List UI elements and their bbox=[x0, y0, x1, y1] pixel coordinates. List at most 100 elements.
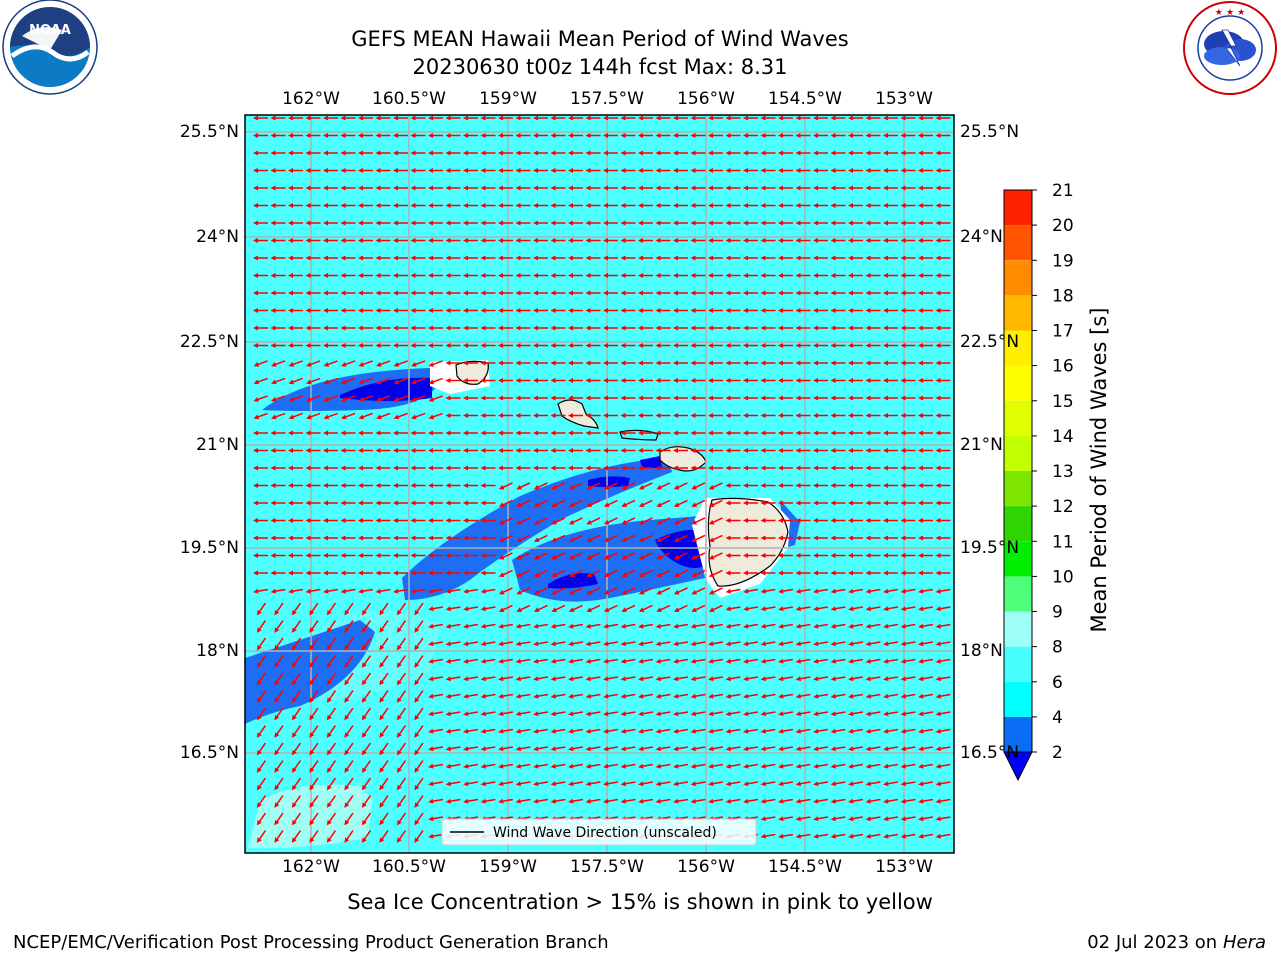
wind-wave-arrow bbox=[568, 499, 583, 507]
wind-wave-arrow bbox=[743, 203, 758, 208]
wind-wave-arrow bbox=[326, 707, 337, 721]
wind-wave-arrow bbox=[691, 569, 706, 577]
wind-wave-arrow bbox=[291, 602, 302, 616]
wind-wave-arrow bbox=[795, 325, 811, 331]
wind-wave-arrow bbox=[393, 588, 409, 594]
wind-wave-arrow bbox=[309, 725, 319, 738]
wind-wave-arrow bbox=[288, 273, 303, 278]
wind-wave-arrow bbox=[603, 290, 618, 296]
wind-wave-arrow bbox=[585, 623, 601, 629]
wind-wave-arrow bbox=[358, 115, 373, 121]
colorbar-segment bbox=[1004, 681, 1032, 717]
wind-wave-arrow bbox=[691, 534, 706, 542]
wind-wave-arrow bbox=[620, 255, 636, 261]
wind-wave-arrow bbox=[690, 115, 706, 121]
wind-wave-arrow bbox=[638, 693, 654, 699]
colorbar-tick-label: 9 bbox=[1052, 603, 1063, 623]
wind-wave-arrow bbox=[813, 658, 829, 664]
wind-wave-arrow bbox=[274, 637, 284, 651]
wind-wave-arrow bbox=[533, 448, 548, 453]
wind-wave-arrow bbox=[411, 377, 426, 385]
wind-wave-arrow bbox=[760, 133, 776, 138]
wind-wave-arrow bbox=[256, 725, 267, 738]
wind-wave-arrow bbox=[673, 308, 688, 313]
wind-wave-arrow bbox=[568, 781, 584, 787]
wind-wave-arrow bbox=[655, 185, 671, 191]
wind-wave-arrow bbox=[379, 690, 389, 703]
wind-wave-arrow bbox=[274, 777, 284, 791]
wind-wave-arrow bbox=[396, 777, 407, 791]
wind-wave-arrow bbox=[795, 553, 811, 558]
wind-wave-arrow bbox=[900, 255, 916, 261]
colorbar-segment bbox=[1004, 646, 1032, 682]
wind-wave-arrow bbox=[743, 413, 758, 418]
wind-wave-arrow bbox=[480, 325, 496, 331]
wind-wave-arrow bbox=[848, 133, 863, 138]
wind-wave-arrow bbox=[341, 412, 356, 420]
wind-wave-arrow bbox=[358, 412, 373, 420]
wind-wave-arrow bbox=[778, 238, 793, 243]
wind-wave-arrow bbox=[743, 641, 759, 647]
wind-wave-arrow bbox=[638, 711, 654, 717]
wind-wave-arrow bbox=[270, 290, 286, 296]
wind-wave-arrow bbox=[533, 220, 548, 226]
wind-wave-arrow bbox=[358, 518, 373, 523]
wind-wave-arrow bbox=[344, 637, 354, 651]
wind-wave-arrow bbox=[603, 693, 619, 699]
wind-wave-arrow bbox=[848, 255, 863, 261]
wind-wave-arrow bbox=[760, 623, 776, 629]
wind-wave-arrow bbox=[270, 150, 286, 156]
wind-wave-arrow bbox=[638, 343, 653, 348]
wind-wave-arrow bbox=[743, 798, 759, 804]
wind-wave-arrow bbox=[760, 273, 776, 278]
wind-wave-arrow bbox=[533, 325, 548, 331]
wind-wave-arrow bbox=[305, 500, 321, 506]
wind-wave-arrow bbox=[305, 168, 321, 173]
lon-tick-top: 154.5°W bbox=[768, 89, 842, 109]
wind-wave-arrow bbox=[288, 133, 303, 138]
lat-tick-left: 19.5°N bbox=[179, 538, 239, 558]
wind-wave-arrow bbox=[883, 115, 898, 121]
wind-wave-arrow bbox=[358, 500, 373, 506]
wind-wave-arrow bbox=[274, 742, 284, 756]
wind-wave-arrow bbox=[743, 308, 758, 313]
wind-wave-arrow bbox=[410, 273, 426, 278]
wind-wave-arrow bbox=[900, 833, 916, 839]
wind-wave-arrow bbox=[655, 255, 671, 261]
wind-wave-arrow bbox=[795, 500, 811, 506]
wind-wave-arrow bbox=[655, 290, 671, 296]
wind-wave-arrow bbox=[795, 781, 811, 787]
wind-wave-arrow bbox=[516, 534, 531, 542]
wind-wave-arrow bbox=[638, 499, 653, 507]
wind-wave-arrow bbox=[463, 413, 478, 418]
wind-wave-arrow bbox=[305, 255, 321, 261]
wind-wave-arrow bbox=[865, 588, 881, 594]
wind-wave-arrow bbox=[655, 238, 671, 243]
wind-wave-arrow bbox=[690, 360, 706, 366]
wind-wave-arrow bbox=[340, 535, 356, 541]
wind-wave-arrow bbox=[760, 746, 776, 752]
wind-wave-arrow bbox=[516, 482, 531, 490]
wind-wave-arrow bbox=[515, 115, 531, 121]
wind-wave-arrow bbox=[393, 360, 408, 367]
wind-wave-arrow bbox=[256, 655, 267, 668]
wind-wave-arrow bbox=[813, 641, 829, 647]
wind-wave-arrow bbox=[760, 535, 776, 541]
wind-wave-arrow bbox=[463, 711, 479, 717]
wind-wave-arrow bbox=[690, 185, 706, 191]
wind-wave-arrow bbox=[638, 203, 653, 208]
wind-wave-arrow bbox=[935, 483, 951, 488]
wind-wave-arrow bbox=[778, 833, 794, 839]
wind-wave-arrow bbox=[253, 377, 268, 385]
wind-wave-arrow bbox=[883, 360, 898, 366]
wind-wave-arrow bbox=[270, 220, 286, 226]
wind-wave-arrow bbox=[813, 676, 829, 682]
wind-wave-arrow bbox=[620, 448, 636, 453]
wind-wave-arrow bbox=[256, 830, 267, 843]
wind-wave-arrow bbox=[603, 569, 618, 577]
wind-wave-arrow bbox=[515, 728, 531, 734]
wind-wave-arrow bbox=[795, 255, 811, 261]
wind-wave-arrow bbox=[900, 606, 916, 612]
wind-wave-arrow bbox=[271, 377, 286, 385]
wind-wave-arrow bbox=[848, 238, 863, 243]
